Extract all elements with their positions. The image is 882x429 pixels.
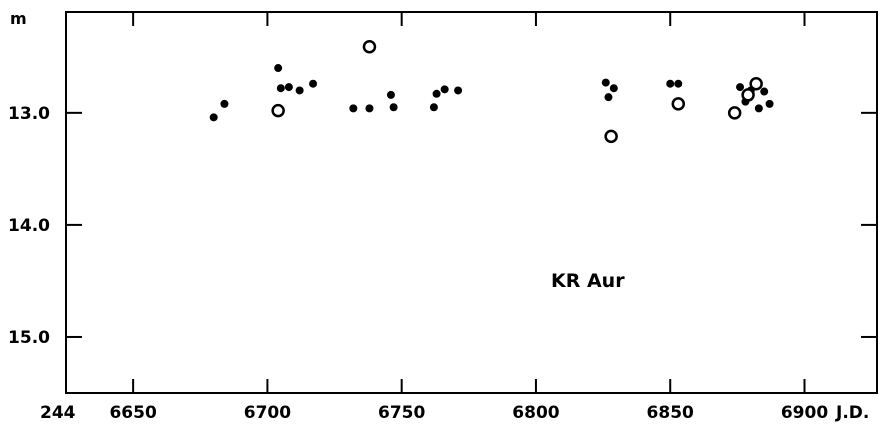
open-point <box>741 88 755 102</box>
open-point <box>604 129 618 144</box>
filled-point <box>440 85 449 94</box>
open-point <box>671 97 686 111</box>
filled-point <box>666 79 675 88</box>
open-point <box>727 106 742 120</box>
filled-point <box>365 104 374 113</box>
x-tick-label: 6900 <box>781 403 828 423</box>
y-tick-label: 14.0 <box>8 216 50 236</box>
filled-point <box>295 86 304 95</box>
filled-point <box>274 64 283 73</box>
filled-point <box>209 113 218 122</box>
filled-point <box>604 93 613 102</box>
filled-point <box>389 103 398 112</box>
open-point <box>271 103 285 118</box>
plot-frame <box>65 11 878 394</box>
y-tick-label: 13.0 <box>8 104 50 124</box>
y-tick-label: 15.0 <box>8 328 50 348</box>
filled-point <box>765 99 774 108</box>
filled-point <box>284 83 293 92</box>
x-tick-label: 6750 <box>378 403 425 423</box>
filled-point <box>674 79 683 88</box>
filled-point <box>432 89 441 98</box>
filled-point <box>454 86 463 95</box>
open-point <box>362 39 377 54</box>
star-name-annotation: KR Aur <box>551 270 625 292</box>
filled-point <box>429 103 438 112</box>
x-tick-label: 6800 <box>512 403 559 423</box>
x-tick-label: 6850 <box>647 403 694 423</box>
x-tick-label: 6650 <box>109 403 156 423</box>
filled-point <box>309 79 318 88</box>
y-axis-label: m <box>10 9 27 28</box>
filled-point <box>736 83 745 92</box>
filled-point <box>386 90 395 99</box>
x-axis-prefix: 244 <box>40 403 76 423</box>
filled-point <box>754 104 763 113</box>
filled-point <box>349 104 358 113</box>
filled-point <box>601 78 610 87</box>
open-point <box>749 76 763 91</box>
x-axis-label: J.D. <box>835 403 869 423</box>
x-tick-label: 6700 <box>244 403 291 423</box>
filled-point <box>276 84 285 93</box>
filled-point <box>760 87 769 96</box>
filled-point <box>609 84 618 93</box>
filled-point <box>220 99 229 108</box>
